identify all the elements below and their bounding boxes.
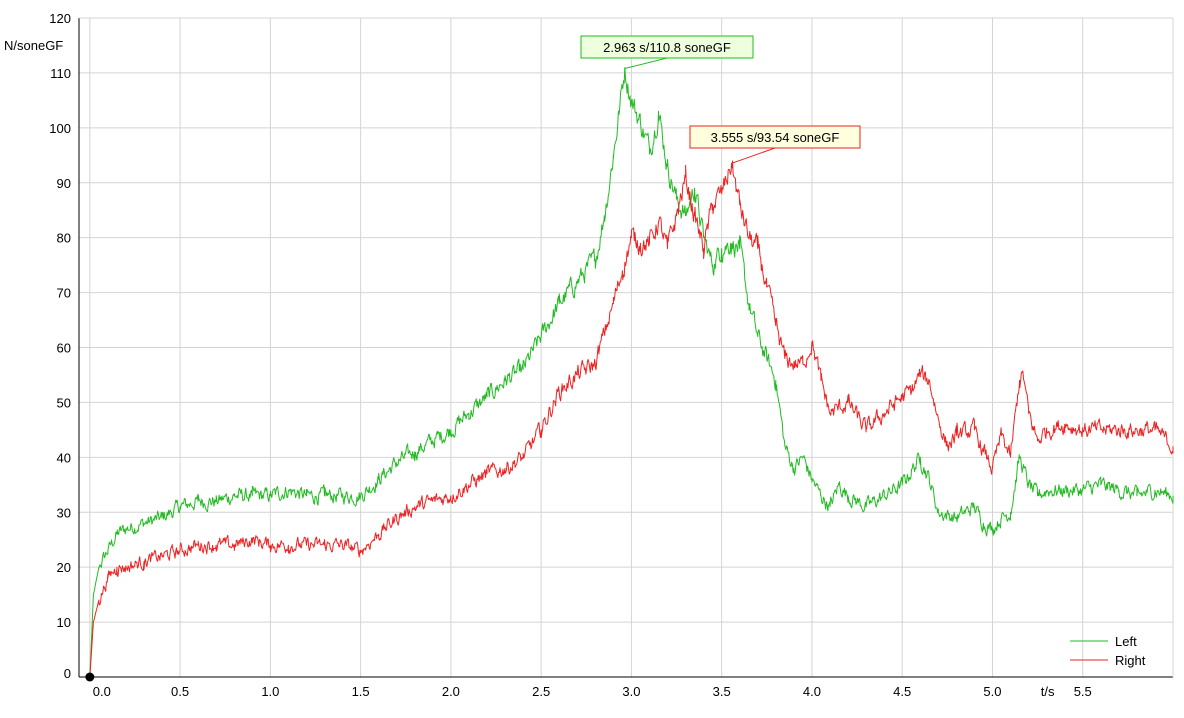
x-tick-label: 1.5 bbox=[352, 684, 370, 699]
x-tick-labels: 0.0 0.5 1.0 1.5 2.0 2.5 3.0 3.5 4.0 4.5 5.0 5.5 bbox=[93, 684, 1092, 699]
y-tick-label: 40 bbox=[57, 450, 71, 465]
annotation-box bbox=[580, 35, 754, 59]
series-lines bbox=[89, 67, 1174, 678]
y-tick-label: 70 bbox=[57, 286, 71, 301]
x-tick-label: 5.5 bbox=[1074, 684, 1092, 699]
x-tick-label: 3.0 bbox=[622, 684, 640, 699]
annotation-text: 3.555 s/93.54 soneGF bbox=[711, 130, 840, 145]
x-tick-label: 4.0 bbox=[803, 684, 821, 699]
annotation-text: 2.963 s/110.8 soneGF bbox=[603, 40, 731, 55]
x-tick-label: 0.0 bbox=[93, 684, 111, 699]
y-tick-label: 30 bbox=[57, 505, 71, 520]
y-axis-label: N/soneGF bbox=[4, 38, 63, 53]
series-line-left bbox=[89, 67, 1174, 678]
annotation-box bbox=[689, 125, 861, 149]
y-tick-label: 110 bbox=[50, 66, 71, 81]
legend-label: Right bbox=[1115, 653, 1146, 668]
x-tick-label: 5.0 bbox=[983, 684, 1001, 699]
grid bbox=[79, 17, 1173, 677]
y-tick-label: 0 bbox=[64, 666, 71, 681]
y-tick-label: 20 bbox=[57, 560, 71, 575]
series-line-right bbox=[89, 160, 1174, 678]
legend-item-right: Right bbox=[1070, 653, 1146, 668]
legend: Left Right bbox=[1070, 634, 1146, 668]
y-tick-label: 120 bbox=[49, 11, 71, 26]
annotation-leader bbox=[624, 57, 668, 70]
x-tick-label: 4.5 bbox=[893, 684, 911, 699]
peak-annotation: 3.555 s/93.54 soneGF bbox=[689, 125, 861, 164]
x-tick-label: 2.5 bbox=[532, 684, 550, 699]
legend-label: Left bbox=[1115, 634, 1137, 649]
y-tick-labels: 0 10 20 30 40 50 60 70 80 90 100 110 120 bbox=[49, 11, 71, 681]
x-tick-label: 0.5 bbox=[171, 684, 189, 699]
peak-annotation: 2.963 s/110.8 soneGF bbox=[580, 35, 754, 70]
annotations: 2.963 s/110.8 soneGF 3.555 s/93.54 soneGF bbox=[580, 35, 861, 164]
y-tick-label: 60 bbox=[57, 341, 71, 356]
annotation-leader bbox=[731, 147, 776, 164]
x-tick-label: 1.0 bbox=[261, 684, 279, 699]
axes bbox=[78, 17, 1174, 678]
origin-marker bbox=[85, 672, 95, 682]
y-tick-label: 90 bbox=[57, 176, 71, 191]
y-tick-label: 10 bbox=[57, 615, 71, 630]
x-tick-label: 2.0 bbox=[442, 684, 460, 699]
legend-item-left: Left bbox=[1070, 634, 1137, 649]
y-tick-label: 100 bbox=[49, 121, 71, 136]
y-tick-label: 80 bbox=[57, 231, 71, 246]
x-axis-label: t/s bbox=[1041, 684, 1055, 699]
y-tick-label: 50 bbox=[57, 395, 71, 410]
x-tick-label: 3.5 bbox=[713, 684, 731, 699]
